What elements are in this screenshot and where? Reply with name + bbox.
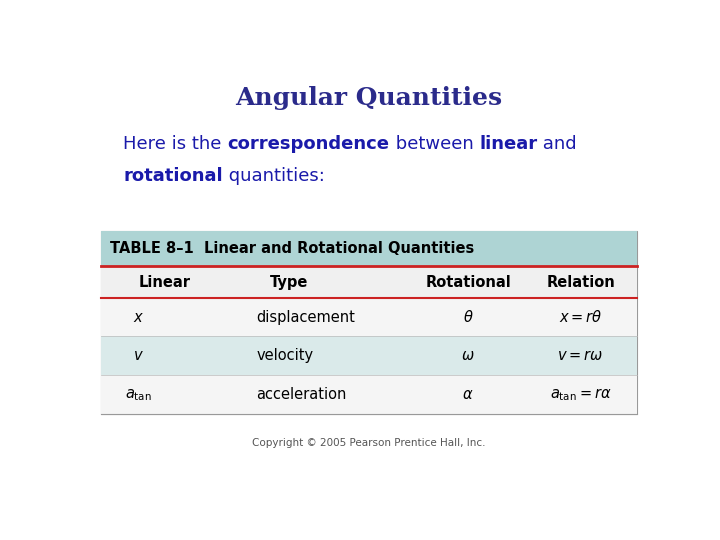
FancyBboxPatch shape <box>101 266 637 298</box>
Text: displacement: displacement <box>256 309 356 325</box>
Text: Type: Type <box>269 274 308 289</box>
Text: and: and <box>537 136 577 153</box>
FancyBboxPatch shape <box>101 231 637 414</box>
FancyBboxPatch shape <box>101 298 637 336</box>
Text: Here is the: Here is the <box>124 136 228 153</box>
Text: Rotational: Rotational <box>426 274 511 289</box>
Text: TABLE 8–1  Linear and Rotational Quantities: TABLE 8–1 Linear and Rotational Quantiti… <box>109 241 474 256</box>
Text: rotational: rotational <box>124 167 223 185</box>
Text: linear: linear <box>479 136 537 153</box>
Text: $v = r\omega$: $v = r\omega$ <box>557 348 603 363</box>
Text: $\alpha$: $\alpha$ <box>462 387 474 402</box>
Text: acceleration: acceleration <box>256 387 347 402</box>
Text: $x$: $x$ <box>133 309 144 325</box>
Text: correspondence: correspondence <box>228 136 390 153</box>
Text: Relation: Relation <box>546 274 615 289</box>
Text: $a_\mathrm{tan}$: $a_\mathrm{tan}$ <box>125 387 152 402</box>
Text: Linear: Linear <box>139 274 191 289</box>
Text: Angular Quantities: Angular Quantities <box>235 85 503 110</box>
Text: $v$: $v$ <box>133 348 144 363</box>
FancyBboxPatch shape <box>101 375 637 414</box>
Text: velocity: velocity <box>256 348 314 363</box>
Text: quantities:: quantities: <box>223 167 325 185</box>
Text: between: between <box>390 136 479 153</box>
Text: $\omega$: $\omega$ <box>462 348 475 363</box>
FancyBboxPatch shape <box>101 231 637 266</box>
Text: $\theta$: $\theta$ <box>463 309 474 325</box>
FancyBboxPatch shape <box>101 336 637 375</box>
Text: $a_\mathrm{tan} = r\alpha$: $a_\mathrm{tan} = r\alpha$ <box>550 386 611 403</box>
Text: Copyright © 2005 Pearson Prentice Hall, Inc.: Copyright © 2005 Pearson Prentice Hall, … <box>252 438 486 448</box>
Text: $x = r\theta$: $x = r\theta$ <box>559 309 603 325</box>
